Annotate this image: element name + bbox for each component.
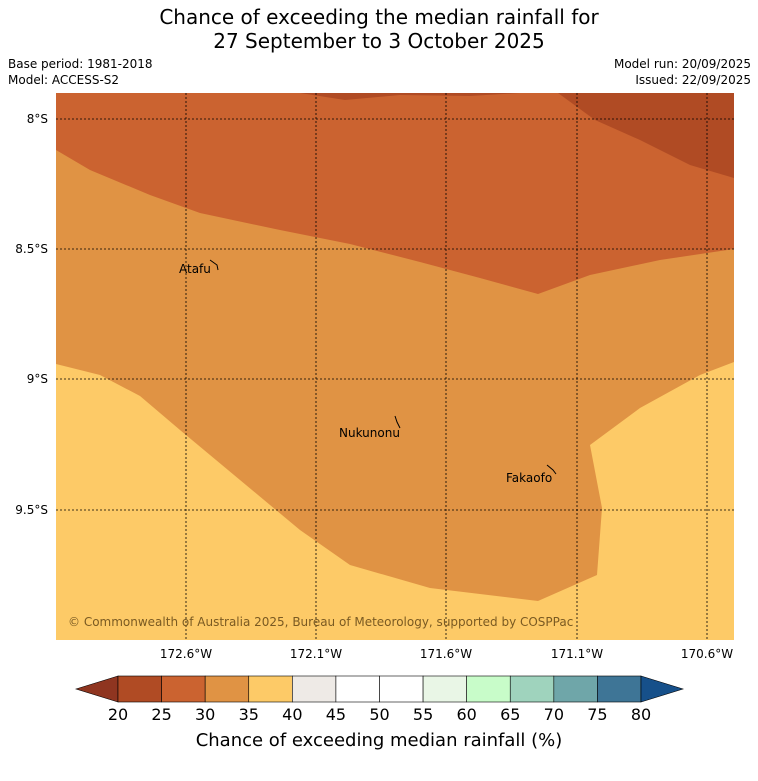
colorbar-tick: 20 [108,705,128,724]
place-label-fakaofo: Fakaofo [506,471,552,485]
colorbar-tick: 35 [239,705,259,724]
base-period: Base period: 1981-2018 [8,57,153,71]
model-run: Model run: 20/09/2025 [613,57,751,71]
colorbar-over-arrow [640,675,685,703]
title-line-2: 27 September to 3 October 2025 [213,29,545,53]
colorbar-box [335,675,380,703]
colorbar-tick: 50 [369,705,389,724]
place-label-nukunonu: Nukunonu [339,426,400,440]
lat-tick-9s: 9°S [27,372,48,386]
colorbar-tick: 30 [195,705,215,724]
lon-tick-172-1w: 172.1°W [290,647,342,661]
colorbar-box [248,675,293,703]
zone-20-25-east [558,93,734,178]
model-name: Model: ACCESS-S2 [8,73,120,87]
map-shading [56,93,734,640]
island-outlines [209,259,557,475]
lon-tick-170-6w: 170.6°W [681,647,733,661]
colorbar-box [553,675,598,703]
colorbar-tick: 70 [544,705,564,724]
meta-left: Base period: 1981-2018 Model: ACCESS-S2 [8,56,153,88]
colorbar-tick: 60 [456,705,476,724]
colorbar-tick: 40 [282,705,302,724]
colorbar-tick: 25 [151,705,171,724]
lon-tick-171-6w: 171.6°W [420,647,472,661]
colorbar-tick-labels: 20 25 30 35 40 45 50 55 60 65 70 75 80 [108,705,651,724]
issued-date: Issued: 22/09/2025 [635,73,751,87]
place-labels: Atafu Nukunonu Fakaofo [179,262,552,485]
colorbar-label: Chance of exceeding median rainfall (%) [195,730,563,751]
lon-tick-171-1w: 171.1°W [551,647,603,661]
colorbar-boxes [117,675,642,703]
zone-25-30 [56,93,734,294]
colorbar-tick: 75 [587,705,607,724]
lat-tick-labels: 8°S 8.5°S 9°S 9.5°S [15,112,48,517]
title-line-1: Chance of exceeding the median rainfall … [159,5,599,29]
atafu-outline [209,259,219,271]
fakaofo-outline [546,464,557,475]
colorbar-box [466,675,511,703]
lon-tick-labels: 172.6°W 172.1°W 171.6°W 171.1°W 170.6°W [160,647,733,661]
colorbar-tick: 65 [500,705,520,724]
colorbar-box [379,675,424,703]
colorbar-box [292,675,337,703]
zone-20-25 [300,93,520,100]
place-label-atafu: Atafu [179,262,211,276]
gridlines [56,93,734,640]
colorbar-box [422,675,467,703]
colorbar-box [161,675,206,703]
colorbar-under-arrow [74,675,119,703]
colorbar-box [204,675,250,703]
copyright-notice: © Commonwealth of Australia 2025, Bureau… [68,615,573,629]
colorbar-box [597,675,642,703]
map-title: Chance of exceeding the median rainfall … [0,5,758,53]
lat-tick-8s: 8°S [27,112,48,126]
lon-tick-172-6w: 172.6°W [160,647,212,661]
colorbar-tick: 80 [631,705,651,724]
meta-right: Model run: 20/09/2025 Issued: 22/09/2025 [614,56,751,88]
colorbar-box [117,675,162,703]
nukunonu-outline [394,415,401,429]
lat-tick-8-5s: 8.5°S [15,242,48,256]
colorbar-box [509,675,555,703]
colorbar-tick: 55 [413,705,433,724]
colorbar-tick: 45 [326,705,346,724]
lat-tick-9-5s: 9.5°S [15,503,48,517]
